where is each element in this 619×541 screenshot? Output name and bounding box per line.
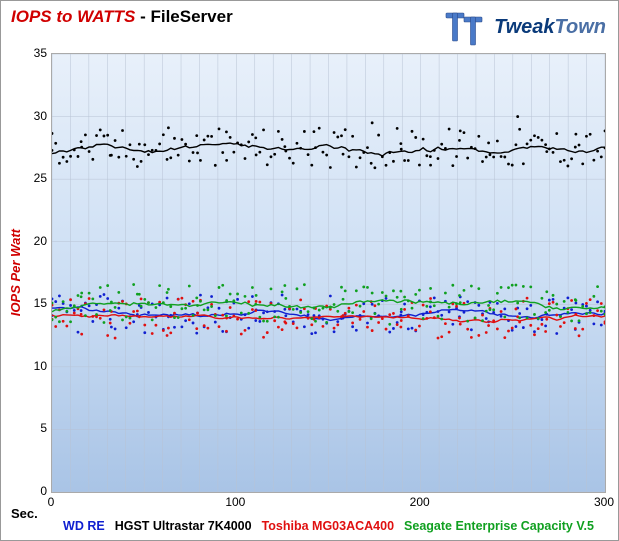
plot-svg xyxy=(52,54,605,492)
y-axis-label: IOPS Per Watt xyxy=(7,53,23,493)
legend: WD RE HGST Ultrastar 7K4000 Toshiba MG03AC… xyxy=(51,519,606,533)
ytick-label: 35 xyxy=(27,46,47,60)
ytick-label: 20 xyxy=(27,234,47,248)
plot-area xyxy=(51,53,606,493)
brand-town: Town xyxy=(555,16,606,38)
legend-item: Seagate Enterprise Capacity V.5 xyxy=(404,519,594,533)
legend-item: HGST Ultrastar 7K4000 xyxy=(115,519,252,533)
ytick-label: 0 xyxy=(27,484,47,498)
chart-title: IOPS to WATTS - FileServer xyxy=(11,7,233,27)
logo-tt-icon xyxy=(444,7,488,47)
ytick-label: 15 xyxy=(27,296,47,310)
x-axis-label: Sec. xyxy=(11,506,38,521)
ytick-label: 25 xyxy=(27,171,47,185)
xtick-label: 300 xyxy=(594,495,614,509)
brand-logo: TweakTown xyxy=(444,7,606,47)
xtick-label: 200 xyxy=(410,495,430,509)
xtick-label: 0 xyxy=(48,495,55,509)
chart-frame: IOPS to WATTS - FileServer TweakTown IOP… xyxy=(0,0,619,541)
ytick-label: 10 xyxy=(27,359,47,373)
brand-main: Tweak xyxy=(494,16,554,38)
y-axis-label-text: IOPS Per Watt xyxy=(8,229,23,316)
title-left: IOPS to WATTS xyxy=(11,7,135,26)
ytick-label: 5 xyxy=(27,421,47,435)
title-right: - FileServer xyxy=(135,7,232,26)
legend-item: Toshiba MG03ACA400 xyxy=(262,519,394,533)
logo-text: TweakTown xyxy=(494,16,606,39)
ytick-label: 30 xyxy=(27,109,47,123)
legend-item: WD RE xyxy=(63,519,105,533)
xtick-label: 100 xyxy=(225,495,245,509)
